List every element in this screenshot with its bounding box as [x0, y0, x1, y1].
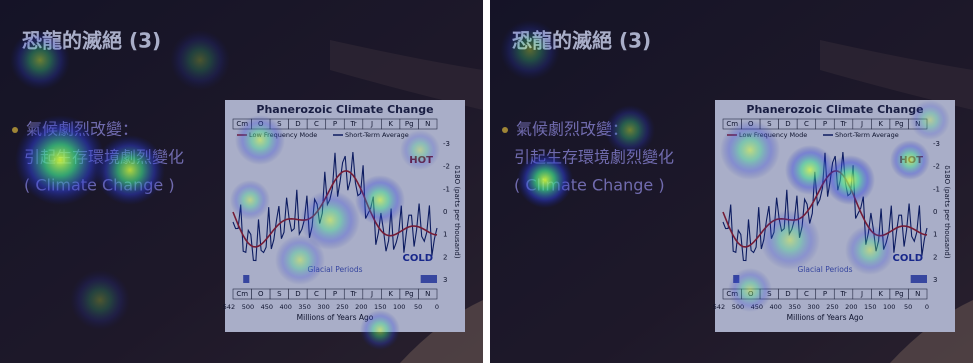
heatmap-blob [170, 30, 230, 90]
heatmap-blob [400, 130, 440, 170]
heatmap-blob [890, 140, 930, 180]
screenshot: 恐龍的滅絕 (3)氣候劇烈改變：引起生存環境劇烈變化( Climate Chan… [0, 0, 973, 363]
heatmap-blob [760, 210, 820, 270]
heatmap-blob [95, 135, 165, 205]
slide-right: 恐龍的滅絕 (3)氣候劇烈改變：引起生存環境劇烈變化( Climate Chan… [490, 0, 973, 363]
heatmap-blob [230, 180, 270, 220]
heatmap-blob [720, 120, 780, 180]
heatmap-blob [10, 30, 70, 90]
slide-left: 恐龍的滅絕 (3)氣候劇烈改變：引起生存環境劇烈變化( Climate Chan… [0, 0, 483, 363]
heatmap-blob [235, 115, 285, 165]
slide: 恐龍的滅絕 (3)氣候劇烈改變：引起生存環境劇烈變化( Climate Chan… [490, 0, 973, 363]
heatmap-blob [500, 20, 560, 80]
heatmap-blob [517, 152, 573, 208]
heatmap-blob [728, 268, 772, 312]
heatmap-blob [910, 100, 950, 140]
heatmap-blob [360, 310, 400, 350]
heatmap-blob [605, 105, 655, 155]
heatmap-blob [70, 270, 130, 330]
heatmap-blob [275, 235, 325, 285]
slide: 恐龍的滅絕 (3)氣候劇烈改變：引起生存環境劇烈變化( Climate Chan… [0, 0, 483, 363]
heatmap-blob [845, 225, 895, 275]
heatmap-blob [15, 115, 105, 205]
heatmap-blob [355, 175, 405, 225]
heatmap-blob [825, 155, 875, 205]
